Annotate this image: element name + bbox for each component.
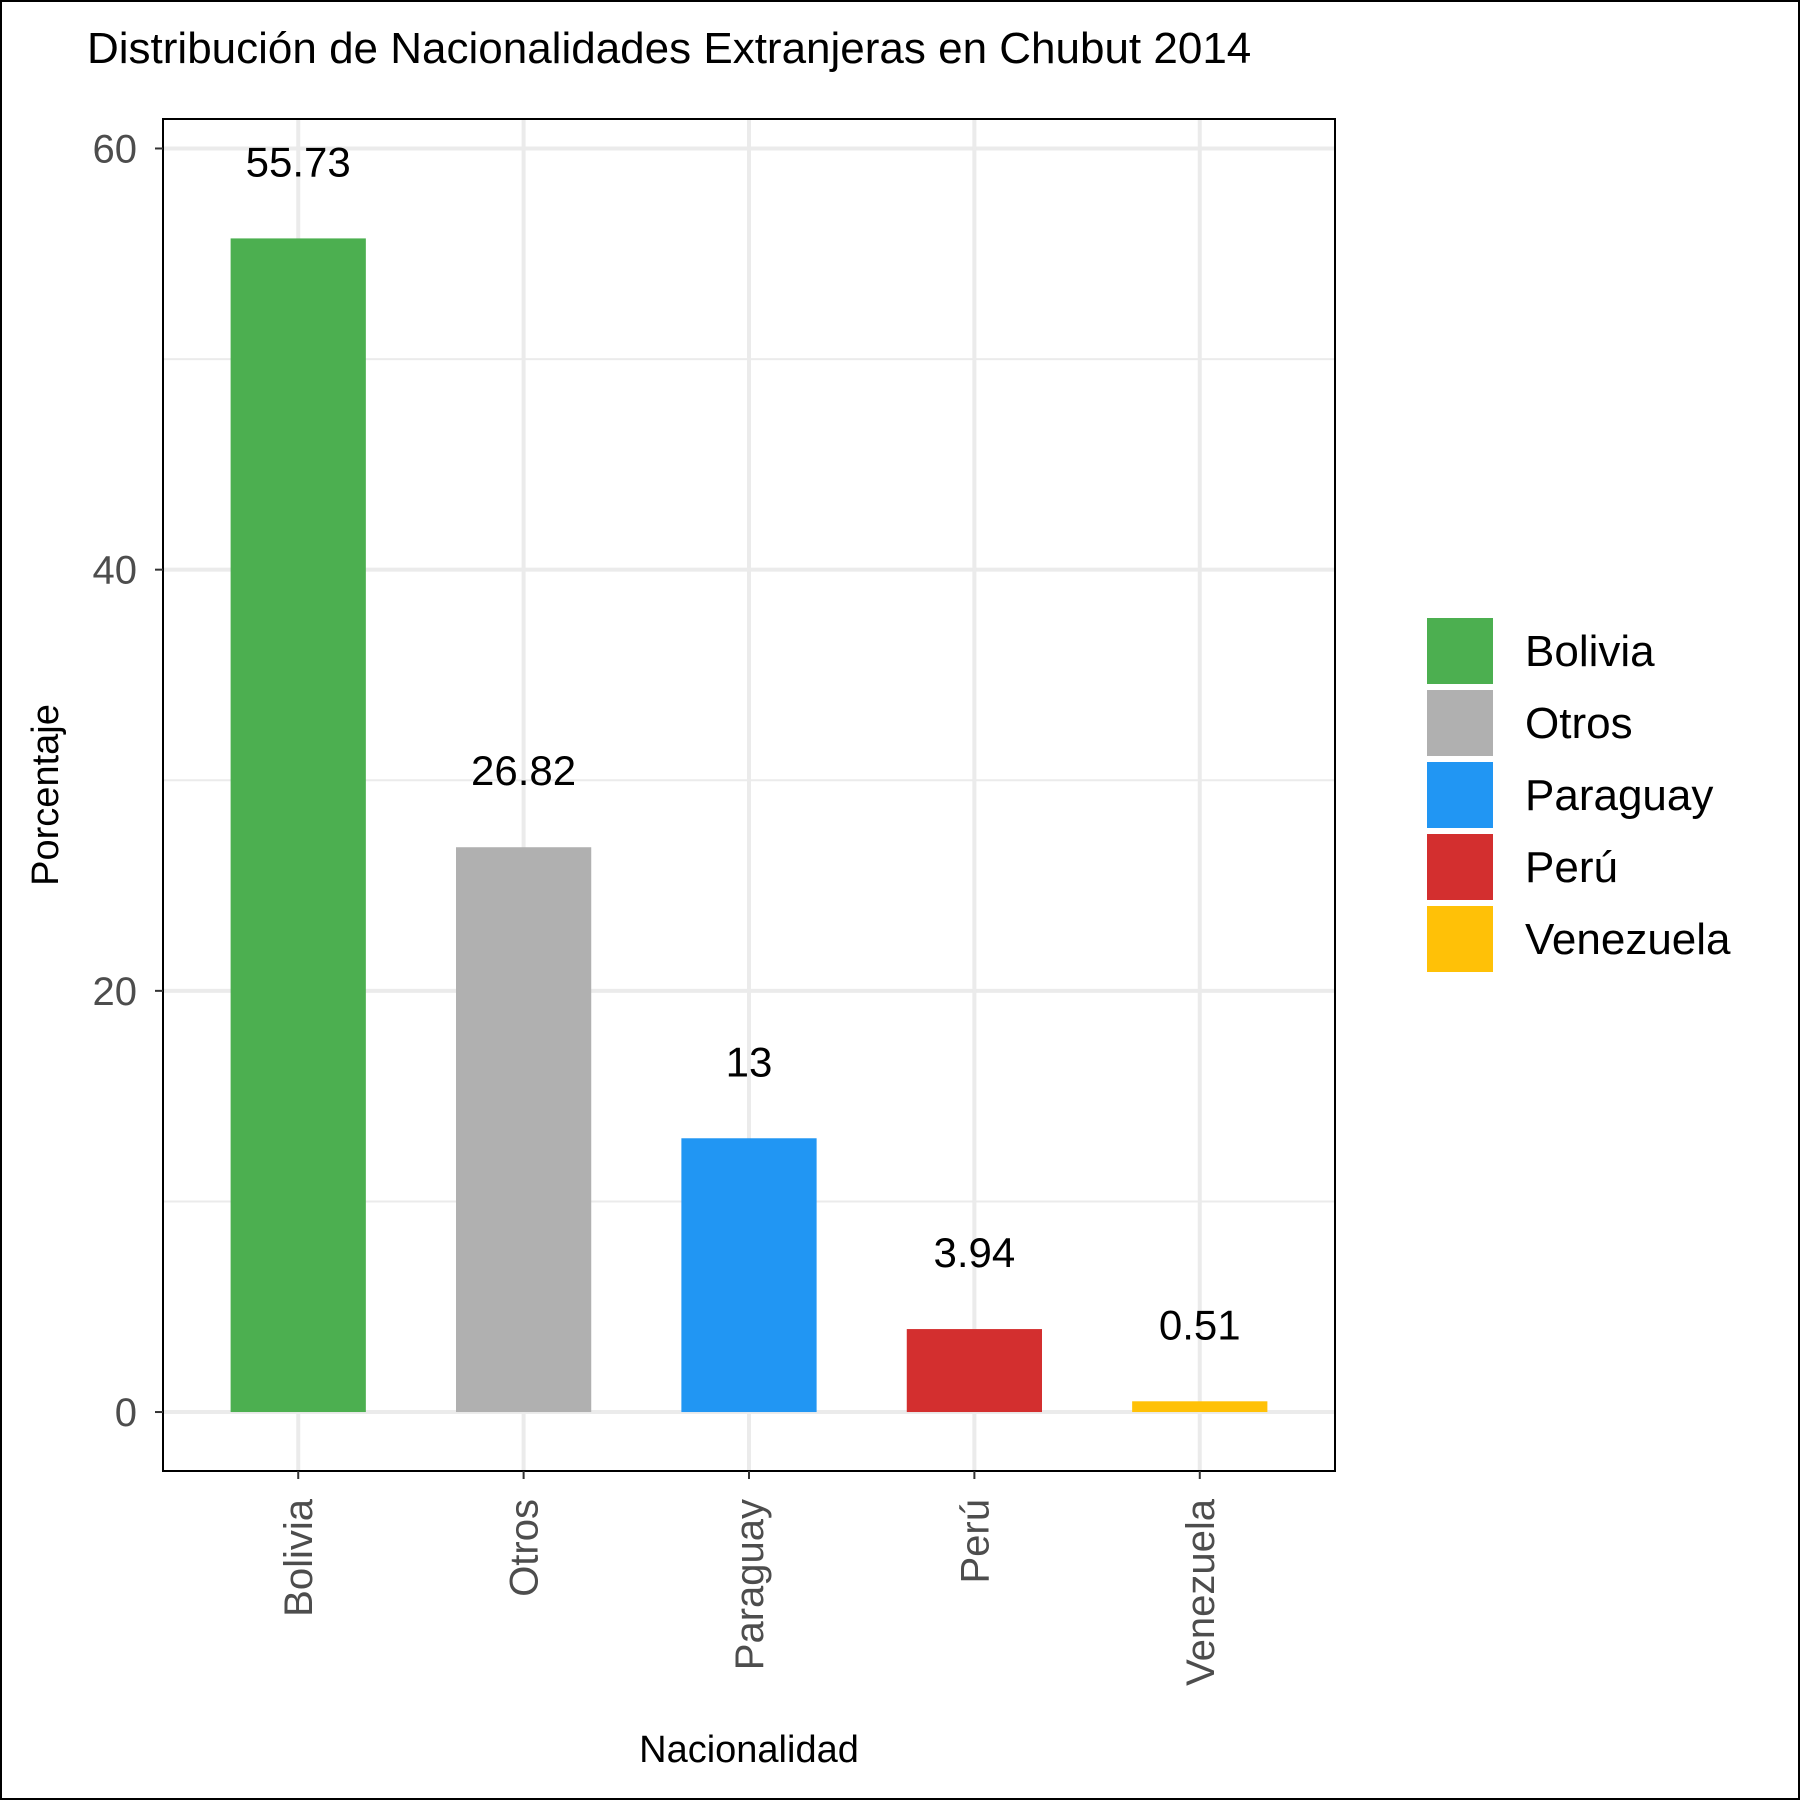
y-tick-label: 0 <box>115 1391 137 1435</box>
x-tick-label: Paraguay <box>728 1499 772 1670</box>
data-label-3: 13 <box>726 1038 773 1085</box>
bar-4 <box>906 1329 1042 1413</box>
legend-key-1 <box>1427 618 1493 684</box>
x-tick-label: Venezuela <box>1179 1498 1223 1686</box>
legend-key-2 <box>1427 690 1493 756</box>
legend-label-3: Paraguay <box>1525 771 1713 820</box>
legend: Bolivia Otros Paraguay Perú Venezuela <box>1427 618 1731 972</box>
data-label-5: 0.51 <box>1159 1301 1241 1348</box>
y-tick-label: 20 <box>93 970 138 1014</box>
x-axis-title: Nacionalidad <box>639 1729 859 1771</box>
x-axis: Bolivia Otros Paraguay Perú Venezuela <box>277 1471 1223 1686</box>
y-axis-title: Porcentaje <box>25 704 67 886</box>
data-labels: 55.73 26.82 13 3.94 0.51 <box>246 138 1241 1348</box>
y-tick-label: 40 <box>93 549 138 593</box>
data-label-4: 3.94 <box>934 1229 1016 1276</box>
legend-key-3 <box>1427 762 1493 828</box>
legend-label-5: Venezuela <box>1525 915 1731 964</box>
x-tick-label: Otros <box>503 1499 547 1597</box>
legend-label-4: Perú <box>1525 843 1618 892</box>
y-axis: 0 20 40 60 <box>93 127 163 1435</box>
legend-label-2: Otros <box>1525 699 1633 748</box>
bar-2 <box>456 847 592 1413</box>
chart-title: Distribución de Nacionalidades Extranjer… <box>87 24 1251 73</box>
bars <box>230 238 1268 1413</box>
x-tick-label: Bolivia <box>277 1498 321 1617</box>
y-tick-label: 60 <box>93 127 138 171</box>
x-tick-label: Perú <box>953 1499 997 1584</box>
legend-label-1: Bolivia <box>1525 627 1655 676</box>
data-label-1: 55.73 <box>246 138 351 185</box>
bar-5 <box>1132 1401 1268 1413</box>
data-label-2: 26.82 <box>471 747 576 794</box>
bar-1 <box>230 238 366 1413</box>
legend-key-4 <box>1427 834 1493 900</box>
bar-3 <box>681 1138 817 1413</box>
legend-key-5 <box>1427 906 1493 972</box>
